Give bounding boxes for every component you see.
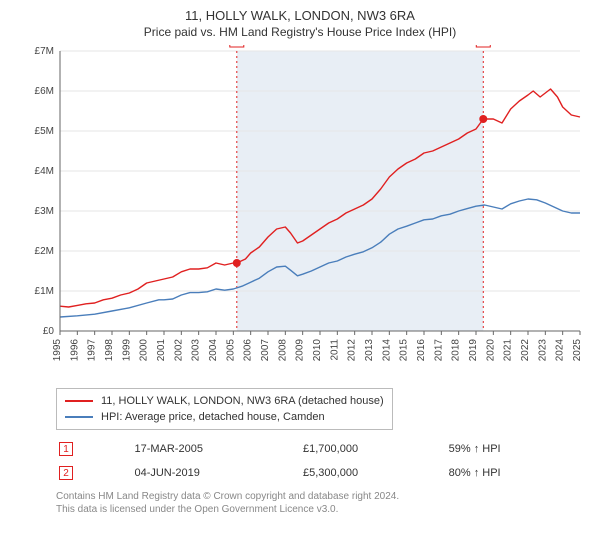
svg-text:1997: 1997: [87, 339, 98, 362]
marker-box-1: 1: [59, 442, 73, 456]
svg-text:2003: 2003: [191, 339, 202, 362]
svg-text:2010: 2010: [312, 339, 323, 362]
svg-text:2005: 2005: [225, 339, 236, 362]
address-title: 11, HOLLY WALK, LONDON, NW3 6RA: [12, 8, 588, 23]
svg-text:£7M: £7M: [35, 46, 54, 57]
svg-text:2014: 2014: [381, 339, 392, 362]
svg-text:2025: 2025: [572, 339, 583, 362]
svg-text:£4M: £4M: [35, 166, 54, 177]
marker-pct-1: 59% ↑ HPI: [448, 438, 586, 460]
chart-svg: £0 £1M £2M £3M £4M £5M £6M £7M 1995 1996 1997 1998 1…: [12, 45, 588, 375]
footer-line1: Contains HM Land Registry data © Crown c…: [56, 490, 588, 503]
svg-text:2018: 2018: [451, 339, 462, 362]
svg-text:2006: 2006: [243, 339, 254, 362]
legend-box: 11, HOLLY WALK, LONDON, NW3 6RA (detache…: [56, 388, 393, 430]
price-chart: £0 £1M £2M £3M £4M £5M £6M £7M 1995 1996 1997 1998 1…: [12, 45, 588, 380]
markers-table: 1 17-MAR-2005 £1,700,000 59% ↑ HPI 2 04-…: [56, 436, 588, 486]
svg-text:2004: 2004: [208, 339, 219, 362]
legend-label-property: 11, HOLLY WALK, LONDON, NW3 6RA (detache…: [101, 395, 384, 407]
svg-text:2016: 2016: [416, 339, 427, 362]
svg-text:2017: 2017: [433, 339, 444, 362]
svg-text:2023: 2023: [537, 339, 548, 362]
svg-text:2001: 2001: [156, 339, 167, 362]
svg-text:1998: 1998: [104, 339, 115, 362]
marker-row-2: 2 04-JUN-2019 £5,300,000 80% ↑ HPI: [58, 462, 586, 484]
svg-text:1: 1: [234, 45, 240, 47]
svg-text:£6M: £6M: [35, 86, 54, 97]
svg-text:2020: 2020: [485, 339, 496, 362]
svg-text:2002: 2002: [173, 339, 184, 362]
marker-price-1: £1,700,000: [302, 438, 446, 460]
svg-text:2007: 2007: [260, 339, 271, 362]
svg-text:2011: 2011: [329, 339, 340, 361]
svg-text:£1M: £1M: [35, 286, 54, 297]
svg-text:£5M: £5M: [35, 126, 54, 137]
legend-swatch-hpi: [65, 416, 93, 418]
svg-text:2013: 2013: [364, 339, 375, 362]
svg-text:£3M: £3M: [35, 206, 54, 217]
footer-line2: This data is licensed under the Open Gov…: [56, 503, 588, 516]
marker-price-2: £5,300,000: [302, 462, 446, 484]
svg-text:2015: 2015: [399, 339, 410, 362]
marker-date-2: 04-JUN-2019: [133, 462, 300, 484]
svg-text:2012: 2012: [347, 339, 358, 362]
svg-text:2008: 2008: [277, 339, 288, 362]
svg-text:2019: 2019: [468, 339, 479, 362]
svg-text:2000: 2000: [139, 339, 150, 362]
svg-text:1999: 1999: [121, 339, 132, 362]
svg-text:1996: 1996: [69, 339, 80, 362]
marker-row-1: 1 17-MAR-2005 £1,700,000 59% ↑ HPI: [58, 438, 586, 460]
svg-text:1995: 1995: [52, 339, 63, 362]
svg-text:£0: £0: [43, 326, 55, 337]
legend-row-hpi: HPI: Average price, detached house, Camd…: [65, 409, 384, 425]
svg-text:2021: 2021: [503, 339, 514, 362]
svg-text:2009: 2009: [295, 339, 306, 362]
marker-pct-2: 80% ↑ HPI: [448, 462, 586, 484]
svg-text:2: 2: [480, 45, 486, 47]
legend-label-hpi: HPI: Average price, detached house, Camd…: [101, 411, 325, 423]
svg-text:£2M: £2M: [35, 246, 54, 257]
legend-swatch-property: [65, 400, 93, 402]
legend-row-property: 11, HOLLY WALK, LONDON, NW3 6RA (detache…: [65, 393, 384, 409]
chart-subtitle: Price paid vs. HM Land Registry's House …: [12, 25, 588, 39]
svg-text:2024: 2024: [555, 339, 566, 362]
footer: Contains HM Land Registry data © Crown c…: [56, 490, 588, 516]
marker-box-2: 2: [59, 466, 73, 480]
svg-text:2022: 2022: [520, 339, 531, 362]
marker-date-1: 17-MAR-2005: [133, 438, 300, 460]
